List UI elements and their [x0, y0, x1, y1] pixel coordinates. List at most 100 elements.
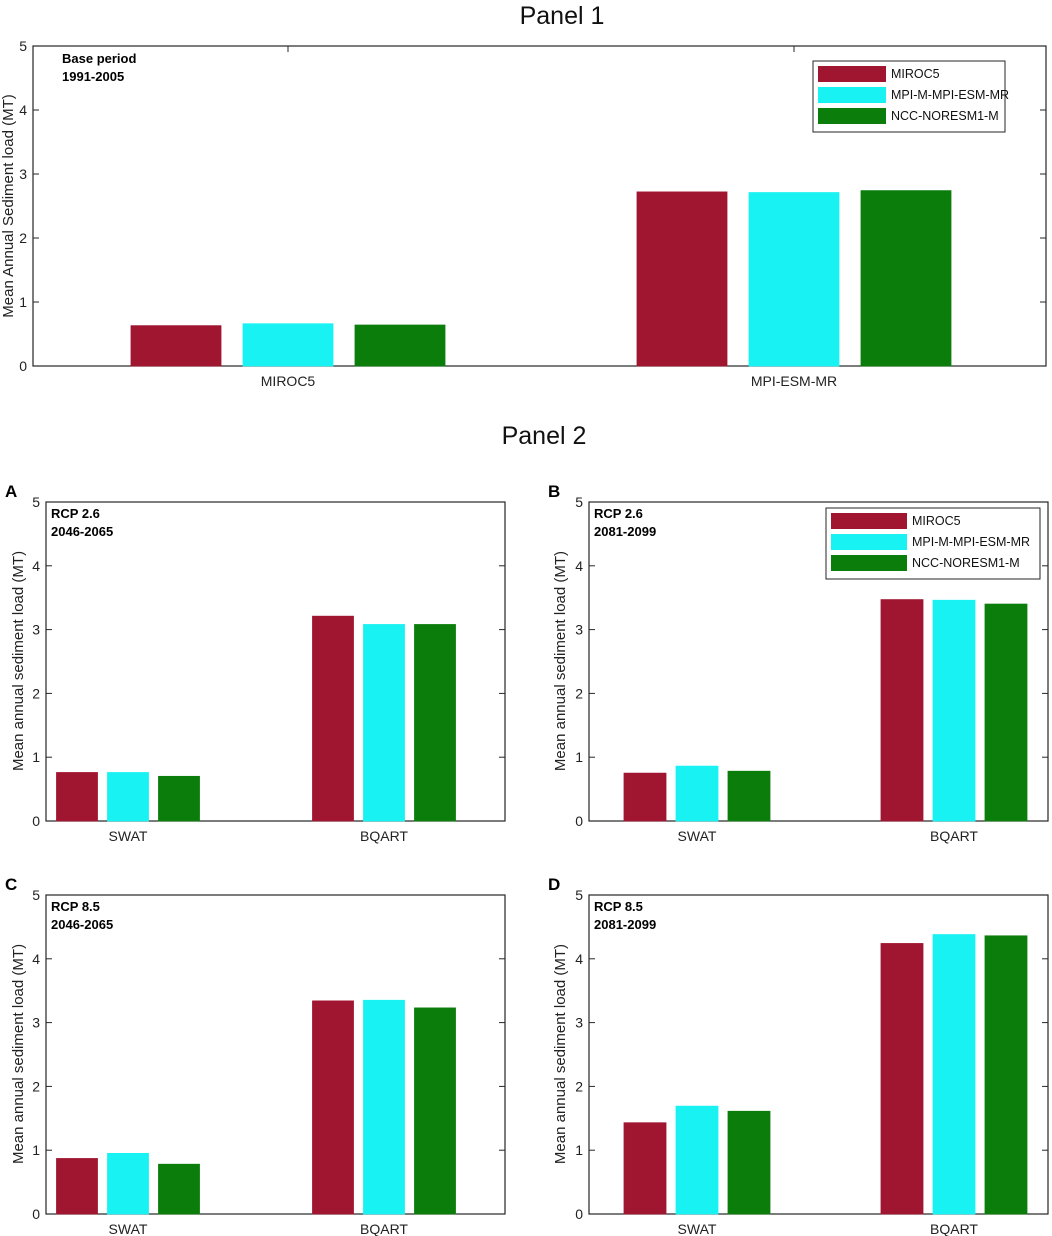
bar — [675, 1105, 719, 1215]
y-tick-label: 5 — [32, 887, 40, 903]
y-tick-label: 5 — [575, 887, 583, 903]
y-axis-label: Mean annual sediment load (MT) — [552, 944, 569, 1164]
bar — [984, 603, 1028, 822]
x-tick-label: MPI-ESM-MR — [751, 373, 837, 389]
period-annotation: Base period — [62, 51, 136, 66]
bar — [727, 770, 771, 822]
bar — [158, 1163, 200, 1215]
y-tick-label: 2 — [575, 1078, 583, 1094]
y-tick-label: 5 — [19, 38, 27, 54]
bar — [56, 772, 98, 822]
legend: MIROC5 MPI-M-MPI-ESM-MR NCC-NORESM1-M — [812, 60, 1009, 133]
bar — [984, 935, 1028, 1215]
y-tick-label: 0 — [32, 1206, 40, 1222]
y-tick-label: 2 — [32, 685, 40, 701]
x-tick-label: MIROC5 — [261, 373, 316, 389]
bar — [414, 1007, 456, 1215]
chart-B: 0 1 2 3 4 5 SWAT BQART Mean annual sediment load… — [548, 482, 1049, 844]
legend-swatch — [831, 513, 907, 529]
chart-D: 0 1 2 3 4 5 SWAT BQART Mean annual sediment load… — [548, 875, 1049, 1236]
plot-area-frame — [588, 894, 1049, 1215]
legend-label: MPI-M-MPI-ESM-MR — [891, 88, 1009, 102]
period-annotation: 1991-2005 — [62, 69, 124, 84]
y-axis-label: Mean Annual Sediment load (MT) — [0, 94, 17, 317]
bar — [158, 775, 200, 822]
y-axis-label: Mean annual sediment load (MT) — [552, 551, 569, 771]
chart-C: 0 1 2 3 4 5 SWAT BQART Mean annual sediment load… — [5, 875, 506, 1236]
y-tick-label: 0 — [32, 813, 40, 829]
y-tick-label: 0 — [575, 813, 583, 829]
period-annotation: RCP 2.6 — [594, 506, 643, 521]
y-tick-label: 1 — [575, 749, 583, 765]
panel-letter: B — [548, 482, 560, 501]
y-axis-label: Mean annual sediment load (MT) — [10, 551, 27, 771]
y-tick-label: 1 — [19, 294, 27, 310]
bar — [623, 1122, 667, 1215]
plot-area-frame — [45, 894, 506, 1215]
period-annotation: 2081-2099 — [594, 917, 656, 932]
y-tick-label: 1 — [575, 1142, 583, 1158]
x-tick-label: SWAT — [678, 1221, 717, 1236]
y-tick-label: 4 — [575, 558, 583, 574]
bar — [748, 192, 840, 367]
bar — [880, 943, 924, 1215]
bar — [414, 624, 456, 822]
plot-area-frame — [32, 45, 1047, 367]
y-tick-label: 5 — [32, 494, 40, 510]
legend-label: NCC-NORESM1-M — [912, 556, 1020, 570]
plot-area-frame — [588, 501, 1049, 822]
period-annotation: 2081-2099 — [594, 524, 656, 539]
chart-A: 0 1 2 3 4 5 SWAT BQART Mean annual sediment load… — [5, 482, 506, 844]
x-tick-label: SWAT — [678, 828, 717, 844]
x-tick-label: SWAT — [109, 1221, 148, 1236]
panel-1-title: Panel 1 — [520, 2, 605, 30]
y-tick-label: 3 — [19, 166, 27, 182]
y-tick-label: 3 — [575, 1015, 583, 1031]
legend-swatch — [831, 534, 907, 550]
y-tick-label: 3 — [32, 1015, 40, 1031]
bar — [130, 325, 222, 367]
legend-label: MIROC5 — [912, 514, 961, 528]
bar — [932, 599, 976, 822]
legend-swatch — [831, 555, 907, 571]
chart-p1: 0 1 2 3 4 5 MIROC5 MPI-ESM-MR Mean Annual Sedime… — [0, 38, 1047, 389]
bar — [56, 1158, 98, 1215]
y-tick-label: 4 — [19, 102, 27, 118]
legend-swatch — [818, 66, 886, 82]
x-tick-label: BQART — [930, 1221, 978, 1236]
y-tick-label: 1 — [32, 1142, 40, 1158]
charts-group: 0 1 2 3 4 5 MIROC5 MPI-ESM-MR Mean Annual Sedime… — [0, 38, 1049, 1236]
bar — [860, 190, 952, 367]
bar — [880, 599, 924, 822]
panel-letter: C — [5, 875, 17, 894]
y-tick-label: 5 — [575, 494, 583, 510]
bar — [312, 615, 354, 822]
period-annotation: RCP 8.5 — [51, 899, 100, 914]
panel-letter: A — [5, 482, 17, 501]
y-tick-label: 1 — [32, 749, 40, 765]
bar — [675, 765, 719, 822]
legend-label: MPI-M-MPI-ESM-MR — [912, 535, 1030, 549]
plot-area-frame — [45, 501, 506, 822]
period-annotation: 2046-2065 — [51, 524, 113, 539]
period-annotation: RCP 8.5 — [594, 899, 643, 914]
x-tick-label: SWAT — [109, 828, 148, 844]
y-tick-label: 0 — [575, 1206, 583, 1222]
bar — [932, 934, 976, 1215]
y-axis-label: Mean annual sediment load (MT) — [10, 944, 27, 1164]
bar — [242, 323, 334, 367]
y-tick-label: 4 — [32, 558, 40, 574]
y-tick-label: 4 — [575, 951, 583, 967]
legend-swatch — [818, 108, 886, 124]
bar — [107, 772, 149, 822]
bar — [636, 191, 728, 367]
bar — [727, 1110, 771, 1215]
y-tick-label: 2 — [575, 685, 583, 701]
bar — [363, 624, 405, 822]
y-tick-label: 2 — [19, 230, 27, 246]
legend-swatch — [818, 87, 886, 103]
y-tick-label: 4 — [32, 951, 40, 967]
x-tick-label: BQART — [930, 828, 978, 844]
legend: MIROC5 MPI-M-MPI-ESM-MR NCC-NORESM1-M — [825, 507, 1041, 580]
